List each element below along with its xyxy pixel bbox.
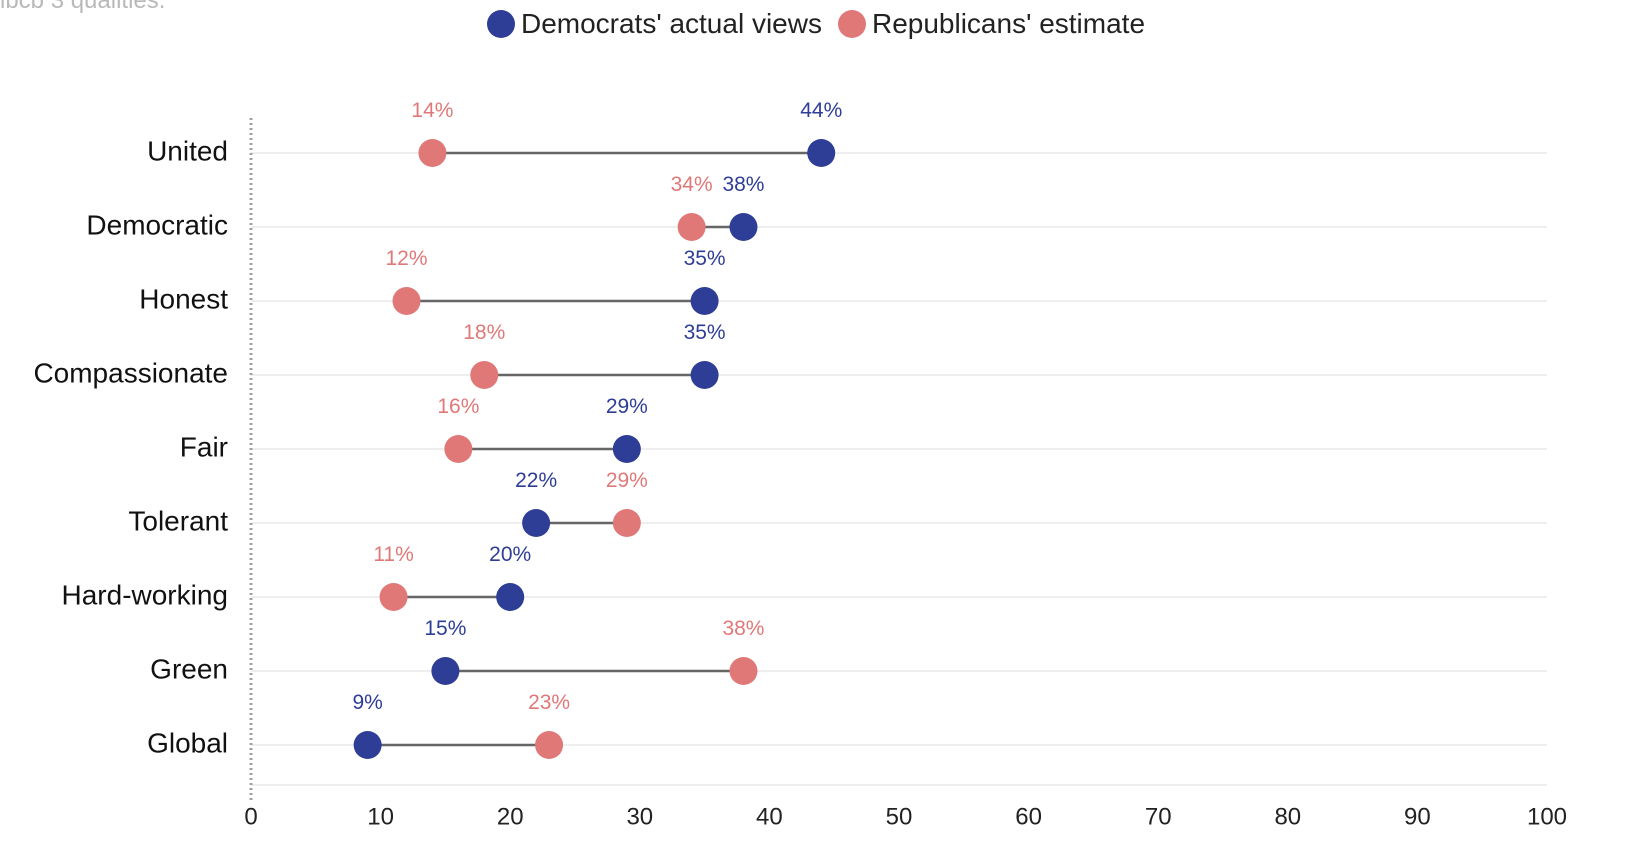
x-tick-label: 70 bbox=[1145, 803, 1172, 830]
point-republicans-compassionate bbox=[470, 361, 499, 389]
point-republicans-democratic bbox=[677, 213, 706, 241]
point-republicans-hard-working bbox=[379, 583, 408, 611]
point-democrats-hard-working bbox=[496, 583, 525, 611]
x-tick-label: 60 bbox=[1015, 803, 1042, 830]
data-label-republicans-global: 23% bbox=[528, 691, 570, 714]
data-label-democrats-fair: 29% bbox=[606, 395, 648, 418]
data-label-democrats-democratic: 38% bbox=[722, 173, 764, 196]
category-label-global: Global bbox=[147, 727, 228, 758]
legend-label-democrats: Democrats' actual views bbox=[520, 8, 822, 39]
data-label-republicans-hard-working: 11% bbox=[373, 543, 413, 566]
point-republicans-tolerant bbox=[612, 509, 641, 537]
x-tick-label: 80 bbox=[1274, 803, 1301, 830]
point-republicans-global bbox=[535, 731, 564, 759]
point-democrats-global bbox=[353, 731, 382, 759]
category-label-compassionate: Compassionate bbox=[33, 357, 228, 388]
legend-item-republicans: Republicans' estimate bbox=[837, 8, 1146, 40]
data-label-democrats-honest: 35% bbox=[684, 247, 726, 270]
chart-legend: Democrats' actual views Republicans' est… bbox=[0, 8, 1632, 40]
data-label-republicans-compassionate: 18% bbox=[463, 321, 505, 344]
x-tick-label: 50 bbox=[886, 803, 913, 830]
data-label-republicans-green: 38% bbox=[722, 617, 764, 640]
point-republicans-fair bbox=[444, 435, 473, 463]
category-label-united: United bbox=[147, 135, 228, 166]
x-tick-label: 0 bbox=[244, 803, 257, 830]
data-label-republicans-tolerant: 29% bbox=[606, 469, 648, 492]
data-label-democrats-hard-working: 20% bbox=[489, 543, 531, 566]
x-tick-label: 90 bbox=[1404, 803, 1431, 830]
x-tick-label: 10 bbox=[367, 803, 394, 830]
category-label-tolerant: Tolerant bbox=[128, 505, 228, 536]
category-label-green: Green bbox=[150, 653, 228, 684]
point-democrats-compassionate bbox=[690, 361, 719, 389]
chart-subtitle-fragment: ibcb 3 qualities. bbox=[0, 0, 166, 14]
data-label-republicans-honest: 12% bbox=[386, 247, 428, 270]
x-tick-label: 20 bbox=[497, 803, 524, 830]
legend-swatch-democrats bbox=[486, 10, 515, 38]
data-label-democrats-tolerant: 22% bbox=[515, 469, 557, 492]
point-democrats-democratic bbox=[729, 213, 758, 241]
x-tick-label: 100 bbox=[1527, 803, 1567, 830]
point-democrats-tolerant bbox=[522, 509, 551, 537]
x-tick-label: 40 bbox=[756, 803, 783, 830]
data-label-republicans-democratic: 34% bbox=[671, 173, 713, 196]
point-democrats-green bbox=[431, 657, 460, 685]
legend-swatch-republicans bbox=[837, 10, 866, 38]
data-label-republicans-united: 14% bbox=[411, 99, 453, 122]
data-label-democrats-compassionate: 35% bbox=[684, 321, 726, 344]
point-democrats-fair bbox=[612, 435, 641, 463]
category-label-hard-working: Hard-working bbox=[62, 579, 229, 610]
legend-item-democrats: Democrats' actual views bbox=[486, 8, 822, 40]
point-republicans-united bbox=[418, 139, 447, 167]
category-label-fair: Fair bbox=[180, 431, 228, 462]
x-tick-label: 30 bbox=[626, 803, 653, 830]
category-label-honest: Honest bbox=[139, 283, 228, 314]
data-label-democrats-global: 9% bbox=[352, 691, 382, 714]
point-democrats-united bbox=[807, 139, 836, 167]
point-democrats-honest bbox=[690, 287, 719, 315]
point-republicans-honest bbox=[392, 287, 421, 315]
data-label-democrats-green: 15% bbox=[424, 617, 466, 640]
point-republicans-green bbox=[729, 657, 758, 685]
legend-label-republicans: Republicans' estimate bbox=[871, 8, 1146, 39]
category-label-democratic: Democratic bbox=[86, 209, 228, 240]
data-label-democrats-united: 44% bbox=[800, 99, 842, 122]
data-label-republicans-fair: 16% bbox=[437, 395, 479, 418]
